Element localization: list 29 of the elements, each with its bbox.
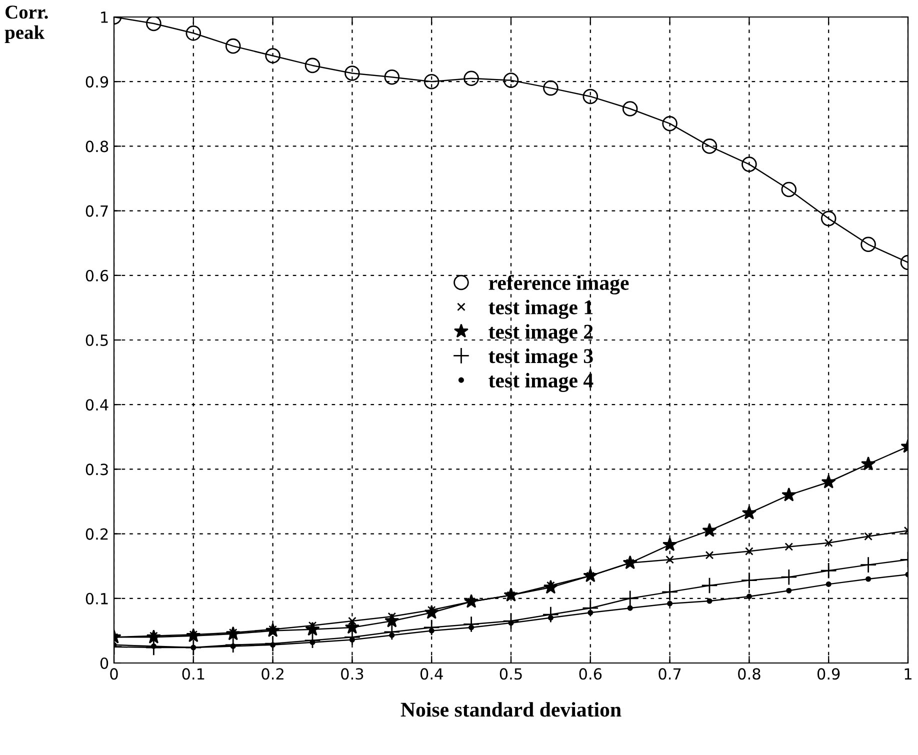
y-tick-label: 0.1 (86, 592, 108, 604)
legend-label: test image 1 (488, 300, 593, 319)
x-tick-label: 0.3 (341, 668, 364, 680)
x-tick-label: 0.7 (658, 668, 681, 680)
x-tick-label: 0.6 (579, 668, 602, 680)
y-tick-label: 0.4 (86, 399, 108, 411)
y-tick-label: 0.9 (86, 76, 108, 88)
y-tick-label: 1 (101, 12, 108, 23)
y-tick-label: 0.3 (86, 464, 108, 476)
x-tick-label: 0.8 (738, 668, 760, 680)
y-tick-label: 0.7 (86, 205, 108, 217)
x-tick-label: 1 (904, 668, 912, 680)
x-tick-label: 0.2 (262, 668, 284, 680)
x-tick-label: 0.4 (420, 668, 443, 680)
x-tick-label: 0.5 (500, 668, 522, 680)
legend-label: test image 4 (488, 372, 594, 392)
x-tick-label: 0.1 (182, 668, 204, 680)
y-tick-label: 0.5 (86, 334, 108, 346)
legend-label: test image 2 (488, 324, 593, 344)
x-tick-label: 0.9 (817, 668, 840, 680)
y-tick-label: 0.6 (86, 270, 108, 282)
x-axis-title: Noise standard deviation (400, 702, 622, 717)
x-tick-label: 0 (110, 668, 118, 680)
legend-label: reference image (488, 275, 629, 294)
y-tick-label: 0.8 (86, 140, 108, 152)
y-tick-label: 0 (100, 657, 108, 670)
legend-label: test image 3 (488, 348, 593, 368)
y-axis-title: Corr. peak (4, 6, 48, 43)
y-tick-label: 0.2 (86, 528, 108, 540)
